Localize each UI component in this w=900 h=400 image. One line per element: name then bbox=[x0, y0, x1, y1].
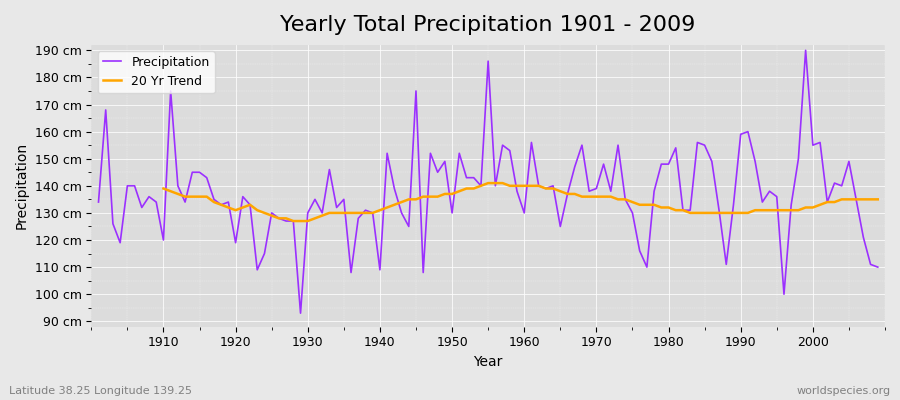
20 Yr Trend bbox=[302, 219, 313, 224]
Precipitation bbox=[295, 311, 306, 316]
Precipitation bbox=[151, 200, 162, 204]
Y-axis label: Precipitation: Precipitation bbox=[15, 142, 29, 229]
Text: Latitude 38.25 Longitude 139.25: Latitude 38.25 Longitude 139.25 bbox=[9, 386, 192, 396]
20 Yr Trend bbox=[158, 186, 169, 191]
20 Yr Trend bbox=[482, 181, 493, 186]
Text: worldspecies.org: worldspecies.org bbox=[796, 386, 891, 396]
Line: 20 Yr Trend: 20 Yr Trend bbox=[164, 183, 877, 221]
Title: Yearly Total Precipitation 1901 - 2009: Yearly Total Precipitation 1901 - 2009 bbox=[281, 15, 696, 35]
20 Yr Trend bbox=[541, 186, 552, 191]
Precipitation bbox=[613, 143, 624, 148]
Precipitation bbox=[518, 210, 529, 215]
20 Yr Trend bbox=[598, 194, 609, 199]
20 Yr Trend bbox=[829, 200, 840, 204]
Precipitation bbox=[800, 48, 811, 53]
20 Yr Trend bbox=[331, 210, 342, 215]
Line: Precipitation: Precipitation bbox=[98, 50, 878, 313]
Precipitation bbox=[360, 208, 371, 212]
20 Yr Trend bbox=[288, 219, 299, 224]
Precipitation bbox=[526, 140, 536, 145]
Precipitation bbox=[93, 200, 104, 204]
X-axis label: Year: Year bbox=[473, 355, 503, 369]
Precipitation bbox=[317, 210, 328, 215]
20 Yr Trend bbox=[872, 197, 883, 202]
Precipitation bbox=[872, 265, 883, 270]
20 Yr Trend bbox=[850, 197, 861, 202]
Legend: Precipitation, 20 Yr Trend: Precipitation, 20 Yr Trend bbox=[97, 51, 214, 93]
